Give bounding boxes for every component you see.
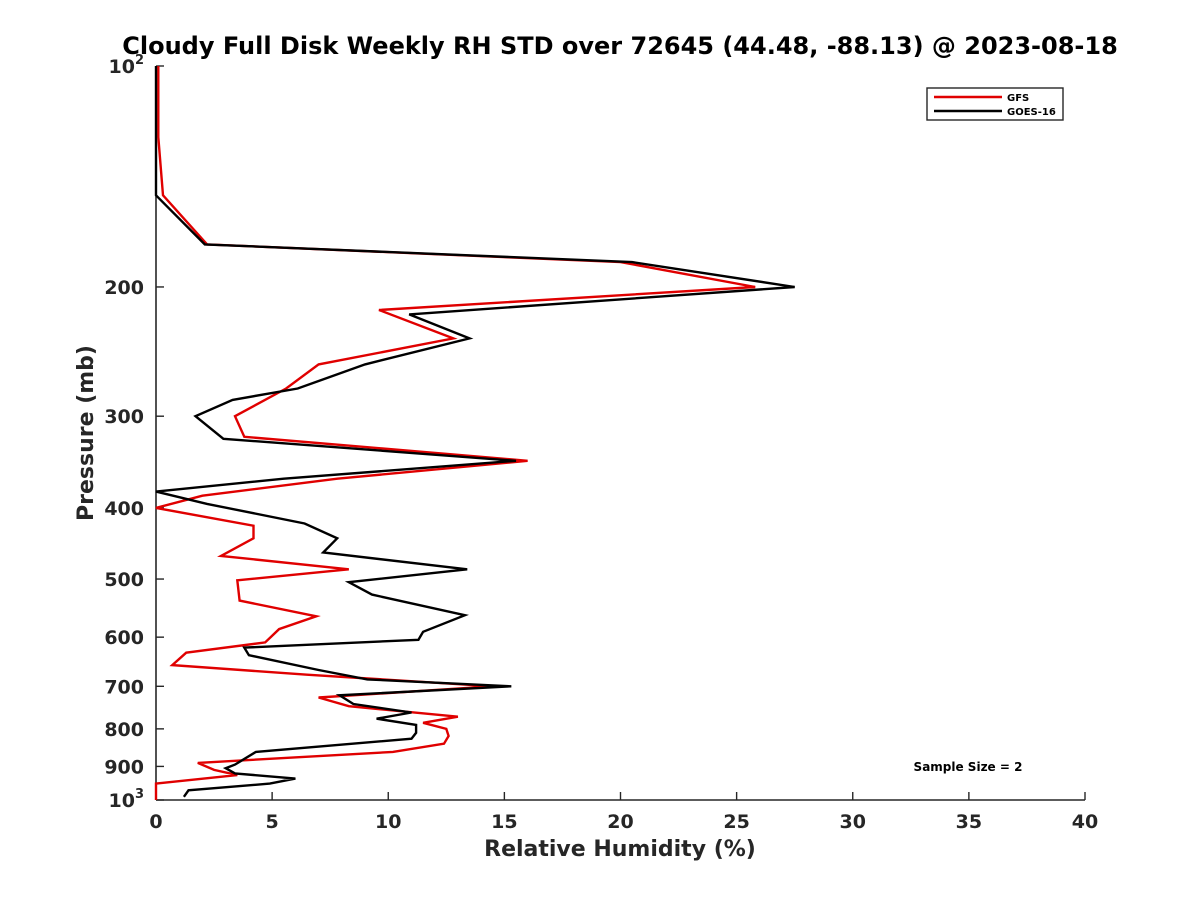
x-tick-label: 35 — [956, 811, 982, 833]
y-tick-label-exponent: 2 — [135, 53, 144, 68]
series-line-goes-16 — [154, 66, 795, 798]
x-tick-label: 40 — [1072, 811, 1098, 833]
x-tick-label: 25 — [723, 811, 749, 833]
y-axis-label: Pressure (mb) — [74, 345, 99, 521]
y-tick-label: 102 — [109, 53, 145, 78]
y-tick-label: 400 — [104, 498, 144, 520]
x-axis-ticks: 0 5 10 15 20 25 30 35 40 — [149, 792, 1098, 833]
legend-label-goes-16: GOES-16 — [1007, 107, 1056, 118]
x-tick-label: 30 — [840, 811, 866, 833]
legend-label-gfs: GFS — [1007, 93, 1029, 104]
series-layer — [154, 66, 795, 800]
legend: GFS GOES-16 — [926, 87, 1064, 121]
plot-frame — [155, 66, 1085, 801]
y-tick-label: 900 — [104, 756, 144, 778]
x-axis-label: Relative Humidity (%) — [484, 837, 756, 862]
y-tick-label: 700 — [104, 676, 144, 698]
x-tick-label: 15 — [491, 811, 517, 833]
x-tick-label: 0 — [149, 811, 162, 833]
series-line-gfs — [154, 66, 756, 800]
chart-title: Cloudy Full Disk Weekly RH STD over 7264… — [122, 32, 1118, 60]
y-tick-label: 300 — [104, 406, 144, 428]
legend-box — [926, 87, 1064, 121]
y-tick-label-base: 10 — [109, 790, 135, 812]
y-tick-label: 600 — [104, 627, 144, 649]
sample-size-annotation: Sample Size = 2 — [914, 760, 1023, 774]
y-tick-label: 800 — [104, 719, 144, 741]
y-tick-label: 103 — [109, 787, 145, 812]
y-tick-label-base: 10 — [109, 56, 135, 78]
y-tick-label-exponent: 3 — [135, 787, 144, 802]
x-tick-label: 10 — [375, 811, 401, 833]
x-tick-label: 5 — [266, 811, 279, 833]
y-tick-label: 500 — [104, 569, 144, 591]
x-tick-label: 20 — [607, 811, 633, 833]
y-tick-label: 200 — [104, 277, 144, 299]
